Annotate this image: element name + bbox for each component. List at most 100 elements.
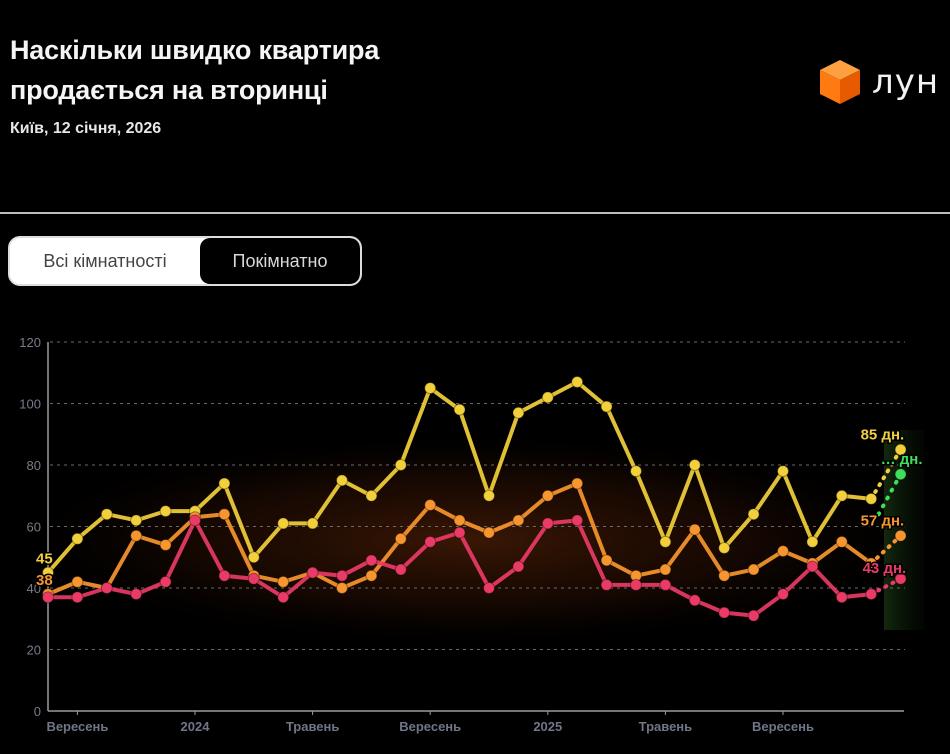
data-point[interactable] — [600, 554, 613, 567]
subtitle: Київ, 12 січня, 2026 — [10, 120, 162, 137]
data-point[interactable] — [541, 517, 554, 530]
data-point[interactable] — [247, 551, 260, 564]
data-point[interactable] — [453, 403, 466, 416]
data-point[interactable] — [394, 563, 407, 576]
data-point[interactable] — [630, 465, 642, 478]
data-point[interactable] — [600, 400, 613, 413]
glow-background — [0, 430, 940, 650]
data-point[interactable] — [777, 465, 789, 478]
toggle-all-rooms[interactable]: Всі кімнатності — [10, 238, 200, 284]
data-point[interactable] — [600, 578, 613, 591]
data-point[interactable] — [894, 468, 907, 481]
data-point[interactable] — [365, 489, 378, 502]
data-point[interactable] — [277, 575, 290, 588]
data-point[interactable] — [835, 535, 848, 548]
data-point[interactable] — [630, 578, 642, 591]
data-point[interactable] — [688, 594, 701, 607]
data-point[interactable] — [865, 588, 878, 601]
data-point[interactable] — [336, 474, 348, 487]
data-point[interactable] — [130, 514, 143, 527]
data-point[interactable] — [71, 575, 84, 588]
forecast-line — [869, 576, 903, 597]
data-point[interactable] — [483, 489, 495, 502]
data-point[interactable] — [277, 591, 290, 604]
x-tick-label: Вересень — [46, 719, 108, 734]
data-point[interactable] — [42, 566, 54, 579]
data-point[interactable] — [688, 459, 701, 471]
data-point[interactable] — [42, 591, 54, 604]
data-point[interactable] — [100, 582, 113, 594]
data-point[interactable] — [718, 542, 731, 555]
data-point[interactable] — [159, 505, 172, 518]
x-tick-label: 2025 — [533, 719, 562, 734]
data-point[interactable] — [894, 572, 907, 585]
data-point[interactable] — [365, 554, 378, 567]
data-point[interactable] — [424, 498, 437, 511]
data-point[interactable] — [747, 609, 760, 622]
data-point[interactable] — [747, 563, 760, 576]
data-point[interactable] — [218, 477, 231, 490]
value-labels: 45 85 дн. 38 57 дн. 43 дн. … дн. — [35, 425, 925, 591]
data-point[interactable] — [306, 566, 319, 579]
data-point[interactable] — [100, 508, 113, 521]
data-point[interactable] — [394, 459, 407, 471]
data-point[interactable] — [541, 391, 554, 404]
data-point[interactable] — [218, 508, 231, 521]
data-point[interactable] — [894, 443, 907, 456]
data-point[interactable] — [512, 514, 525, 527]
data-point[interactable] — [453, 514, 466, 527]
toggle-by-rooms[interactable]: Покімнатно — [200, 238, 360, 284]
data-point[interactable] — [835, 591, 848, 604]
title-line-1: Наскільки швидко квартира — [10, 35, 380, 65]
data-point[interactable] — [806, 560, 819, 573]
data-point[interactable] — [571, 477, 584, 490]
end-value-label: … дн. — [881, 451, 923, 468]
data-point[interactable] — [130, 588, 143, 601]
data-point[interactable] — [71, 532, 84, 545]
room-toggle: Всі кімнатності Покімнатно — [8, 236, 362, 286]
data-point[interactable] — [159, 538, 172, 551]
data-point[interactable] — [659, 535, 672, 548]
data-point[interactable] — [512, 560, 525, 573]
x-tick-label: Вересень — [399, 719, 461, 734]
data-point[interactable] — [571, 375, 584, 388]
data-point[interactable] — [71, 591, 84, 604]
data-point[interactable] — [130, 529, 143, 542]
data-point[interactable] — [189, 514, 201, 527]
data-point[interactable] — [453, 526, 466, 539]
data-point[interactable] — [659, 563, 672, 576]
data-point[interactable] — [336, 569, 348, 582]
data-point[interactable] — [777, 588, 789, 601]
data-point[interactable] — [571, 514, 584, 527]
data-point[interactable] — [424, 382, 437, 395]
data-point[interactable] — [659, 578, 672, 591]
data-point[interactable] — [688, 523, 701, 536]
data-point[interactable] — [806, 535, 819, 548]
data-point[interactable] — [394, 532, 407, 545]
data-point[interactable] — [541, 489, 554, 502]
data-point[interactable] — [747, 508, 760, 521]
data-point[interactable] — [277, 517, 290, 530]
page-title: Наскільки швидко квартира продається на … — [10, 30, 379, 110]
data-point[interactable] — [894, 529, 907, 542]
logo: лун — [818, 58, 939, 106]
data-point[interactable] — [424, 535, 437, 548]
data-point[interactable] — [336, 582, 348, 594]
data-point[interactable] — [483, 526, 495, 539]
divider — [0, 212, 950, 214]
data-point[interactable] — [777, 545, 789, 558]
x-tick-label: Вересень — [752, 719, 814, 734]
data-point[interactable] — [865, 557, 878, 570]
data-point[interactable] — [247, 572, 260, 585]
data-point[interactable] — [365, 569, 378, 582]
data-point[interactable] — [718, 569, 731, 582]
data-point[interactable] — [218, 569, 231, 582]
data-point[interactable] — [835, 489, 848, 502]
data-point[interactable] — [865, 492, 878, 505]
data-point[interactable] — [512, 406, 525, 419]
x-tick-label: Травень — [639, 719, 693, 734]
data-point[interactable] — [718, 606, 731, 619]
data-point[interactable] — [159, 575, 172, 588]
data-point[interactable] — [306, 517, 319, 530]
data-point[interactable] — [483, 582, 495, 594]
